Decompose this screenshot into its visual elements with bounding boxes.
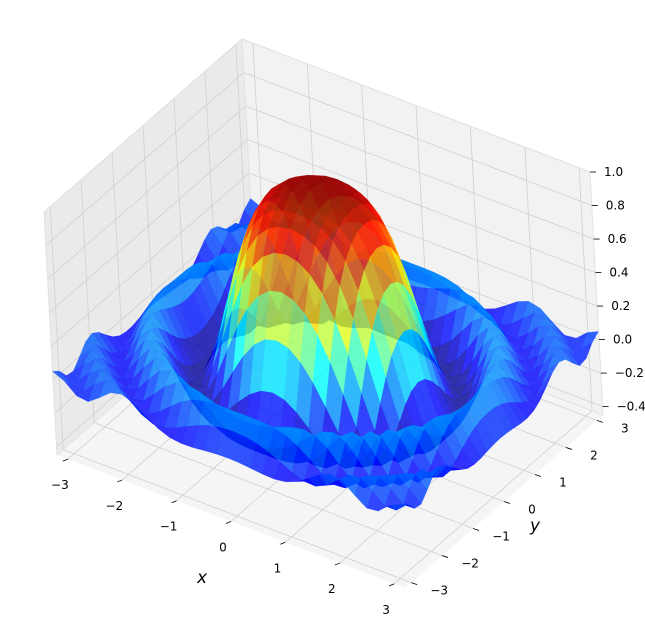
surface-facet [334,285,354,356]
z-tick-label: 0.0 [613,333,632,347]
pane-edge [241,38,591,173]
surface-facet [507,402,528,424]
y-axis-label: y [529,516,541,536]
surface-facet [397,256,420,314]
surface-facet [339,260,359,320]
surface-facet [358,269,378,332]
x-tick [62,458,69,462]
surface-facet [501,402,521,429]
y-tick [596,420,603,423]
x-tick-label: −2 [105,499,123,513]
x-tick-label: −1 [160,520,178,534]
tick-labels: −3 −2 −1 0 1 2 3 −3 −2 −1 0 1 2 3 −0.4 −0.2 0.0 0.2 0.4 0.6… [51,165,645,617]
surface-facet [468,426,488,459]
surface-facet [435,464,455,478]
z-tick-label: 1.0 [604,165,623,179]
surface-facet [461,436,482,465]
x-axis-label: x [196,568,208,588]
x-tick [334,562,340,566]
y-tick [411,582,418,585]
x-tick-label: 2 [328,582,336,596]
surface-facet [547,353,566,370]
z-tick-label: −0.4 [617,400,645,414]
y-tick-label: 0 [528,503,536,517]
x-tick-label: 3 [382,603,390,617]
x-tick [388,583,395,587]
z-tick-label: 0.6 [608,232,627,246]
x-tick [117,479,123,483]
surface-mesh [51,175,599,512]
pane-edge [43,38,243,213]
surface-facet [559,346,581,367]
x-tick [171,500,177,504]
tick-marks [62,171,609,587]
y-tick-label: 1 [559,476,567,490]
y-tick [503,501,511,504]
surface-facet [514,402,534,419]
x-tick [280,541,286,545]
z-tick-label: −0.2 [615,366,644,380]
z-tick-label: 0.4 [609,266,628,280]
y-tick [441,555,449,558]
y-tick [534,474,542,477]
y-tick-label: −2 [461,557,479,571]
z-tick-label: 0.8 [606,199,625,213]
y-tick-label: 2 [590,448,598,462]
z-tick-label: 0.2 [611,299,630,313]
pane-edge [589,171,604,416]
pane-edge [43,211,58,456]
surface-facet [553,346,573,364]
surface-facet [383,244,405,286]
y-tick-label: 3 [621,421,629,435]
y-tick [565,447,573,450]
y-tick-label: −3 [430,584,448,598]
y-tick [472,528,480,531]
surface-facet [414,469,434,491]
surface-facet [487,407,508,439]
x-tick-label: 1 [274,561,282,575]
y-tick-label: −1 [492,530,510,544]
surface-facet [388,503,408,511]
surface-facet [417,332,440,388]
x-tick-label: −3 [51,478,69,492]
x-tick-label: 0 [219,541,227,555]
surface-facet [580,331,599,350]
x-tick [225,521,232,524]
